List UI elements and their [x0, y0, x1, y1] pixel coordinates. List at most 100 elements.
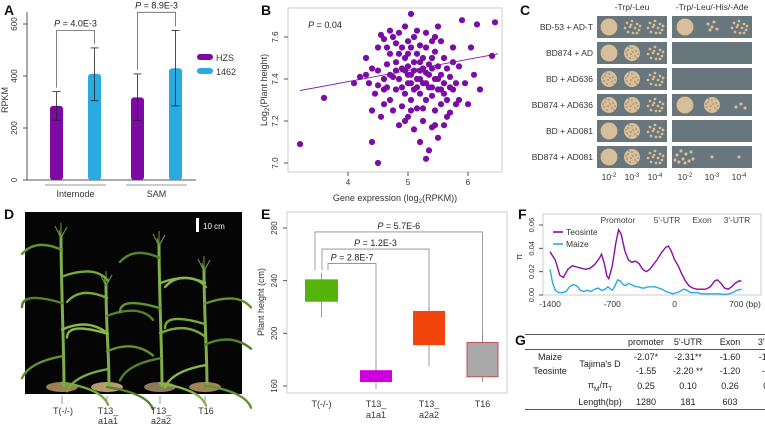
- box-label: T13_: [419, 399, 441, 409]
- table-cell: 181: [680, 396, 696, 407]
- box-label: a1a1: [366, 410, 386, 420]
- y-tick-label: 160: [270, 379, 279, 393]
- y-tick-label: 240: [270, 273, 279, 287]
- data-point: [368, 107, 376, 114]
- data-point: [425, 71, 433, 78]
- data-point: [368, 65, 376, 72]
- data-point: [374, 67, 382, 74]
- data-point: [449, 86, 457, 93]
- panel-a-letter: A: [4, 2, 15, 18]
- data-point: [365, 80, 373, 87]
- data-point: [350, 80, 358, 87]
- table-cell: 0.25: [637, 381, 655, 392]
- data-point: [464, 101, 472, 108]
- stats-table: promoter 5'-UTR Exon 3'-UTR Maize Tajima's D -…: [525, 334, 765, 410]
- box-label: T(-/-): [312, 399, 332, 409]
- data-point: [377, 113, 385, 120]
- y-tick-label: 7.0: [271, 157, 280, 169]
- data-point: [362, 54, 370, 62]
- data-point: [440, 80, 448, 87]
- data-point: [422, 29, 430, 36]
- data-point: [422, 44, 430, 51]
- column-header: promoter: [628, 337, 665, 347]
- yeast-assay-svg: -Trp/-Leu -Trp/-Leu/-His/-Ade BD-53 + AD-T…: [532, 2, 752, 182]
- data-point: [401, 23, 409, 30]
- data-point: [425, 147, 433, 154]
- panel-g-stats-table: promoter 5'-UTR Exon 3'-UTR Maize Tajima's D -…: [515, 330, 765, 428]
- legend-swatch: [197, 68, 213, 74]
- column-header: 5'-UTR: [673, 337, 703, 347]
- data-point: [398, 103, 406, 110]
- plot-border: [287, 7, 503, 173]
- data-point: [386, 50, 394, 57]
- data-point: [383, 61, 391, 68]
- panel-f-letter: F: [518, 206, 527, 222]
- table-cell: [525, 378, 575, 395]
- data-point: [437, 71, 445, 78]
- dilution-label: 10-4: [648, 172, 663, 182]
- table-cell: 0.10: [679, 381, 697, 392]
- data-point: [398, 44, 406, 51]
- line-chart-svg: 0.00 0.02 0.04 0.06 π Promotor 5'-UTR Exon 3'-UT…: [514, 213, 762, 309]
- y-tick-label: 7.6: [271, 31, 280, 43]
- data-point: [419, 54, 427, 62]
- data-point: [431, 122, 439, 129]
- y-tick-label: 600: [10, 17, 19, 31]
- table-cell: -1.16: [761, 366, 765, 376]
- table-cell: -1.55: [635, 366, 657, 376]
- data-point: [401, 90, 409, 97]
- data-point: [386, 27, 394, 34]
- data-point: [392, 40, 400, 47]
- data-point: [392, 86, 400, 93]
- data-point: [446, 109, 454, 116]
- legend-swatch: [197, 54, 213, 60]
- significance-bracket: [314, 231, 483, 342]
- data-point: [458, 17, 466, 24]
- y-tick-label: 400: [10, 69, 19, 83]
- table-cell: Tajima's D: [579, 359, 621, 369]
- condition-label: -Trp/-Leu/-His/-Ade: [676, 2, 749, 12]
- data-point: [470, 71, 478, 78]
- plant: [65, 271, 155, 411]
- data-point: [404, 38, 412, 45]
- data-point: [431, 48, 439, 55]
- plant: [163, 256, 253, 409]
- data-point: [368, 138, 376, 146]
- svg-text:P = 4.0E-3: P = 4.0E-3: [54, 19, 97, 29]
- plot-border: [286, 211, 508, 394]
- data-point: [476, 86, 484, 93]
- data-point: [362, 71, 370, 78]
- data-point: [389, 33, 397, 41]
- region-label: Promotor: [601, 215, 636, 225]
- significance-bracket: [321, 248, 430, 310]
- y-tick-label: 0.06: [527, 218, 536, 233]
- dilution-label: 10-2: [678, 172, 693, 182]
- bars-group: [50, 30, 182, 180]
- table-cell: -1.20: [719, 366, 741, 376]
- svg-text:P = 2.8E-7: P = 2.8E-7: [331, 253, 374, 263]
- box: [360, 370, 392, 383]
- panel-a-bar-chart: 0 200 400 600 RPKM P = 4.0E-3 P = 8.9E-3 Intern…: [0, 0, 255, 200]
- x-tick-label: -700: [604, 299, 621, 309]
- table-cell: -1.88 *: [758, 352, 765, 362]
- data-point: [449, 59, 457, 66]
- legend-label: 1462: [216, 67, 236, 77]
- data-point: [422, 155, 430, 162]
- data-point: [440, 122, 448, 129]
- data-point: [431, 107, 439, 114]
- svg-text:P = 0.04: P = 0.04: [308, 20, 342, 30]
- panel-d-plant-photo: T(-/-) T13_ a1a1 T13_ a2a2 T16 10 cm: [0, 200, 255, 428]
- bar: [50, 105, 63, 180]
- x-tick-label: 700 (bp): [729, 299, 761, 309]
- panel-b-letter: B: [261, 2, 272, 18]
- data-point: [407, 107, 415, 114]
- y-axis-title: RPKM: [0, 87, 10, 113]
- box: [466, 342, 499, 378]
- y-axis-title: Plant height (cm): [256, 268, 266, 336]
- data-point: [410, 33, 418, 41]
- data-point: [407, 96, 415, 104]
- data-point: [407, 44, 415, 51]
- maize-line: [549, 269, 742, 296]
- data-point: [449, 44, 457, 51]
- table-cell: 603: [722, 396, 738, 407]
